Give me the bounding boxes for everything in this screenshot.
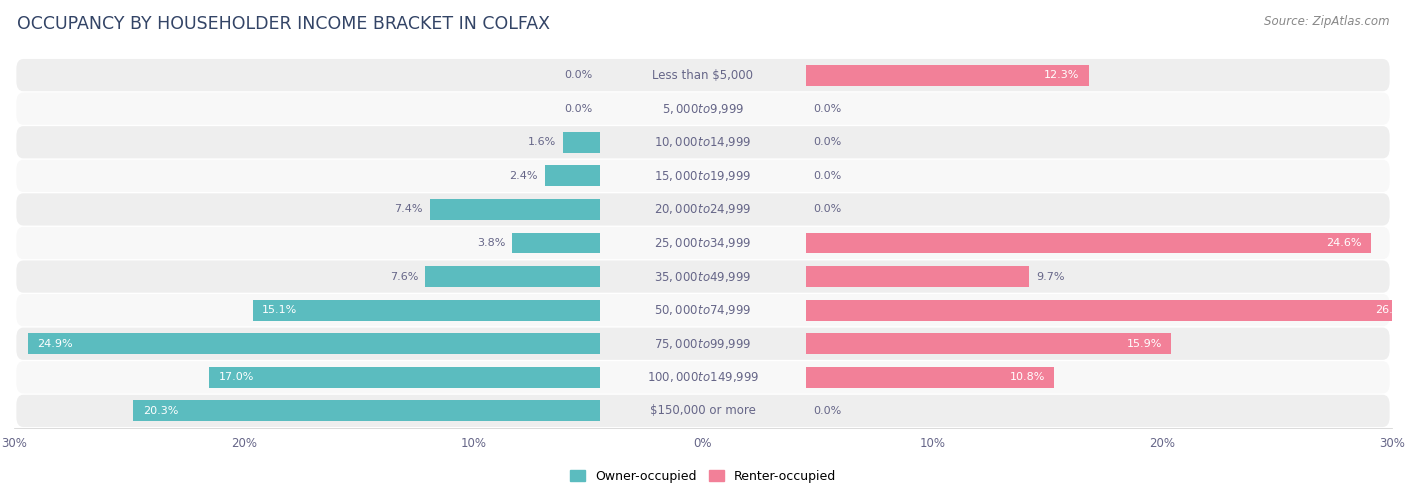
Bar xyxy=(209,367,599,388)
Text: $35,000 to $49,999: $35,000 to $49,999 xyxy=(654,270,752,283)
Text: 0.0%: 0.0% xyxy=(565,70,593,80)
Text: 7.6%: 7.6% xyxy=(389,272,418,281)
Text: 1.6%: 1.6% xyxy=(527,137,555,147)
Text: 9.7%: 9.7% xyxy=(1036,272,1064,281)
Text: 10.8%: 10.8% xyxy=(1010,372,1045,382)
Text: $25,000 to $34,999: $25,000 to $34,999 xyxy=(654,236,752,250)
Bar xyxy=(430,199,599,220)
FancyBboxPatch shape xyxy=(17,328,1389,360)
Text: 7.4%: 7.4% xyxy=(394,205,423,214)
Text: $75,000 to $99,999: $75,000 to $99,999 xyxy=(654,337,752,351)
FancyBboxPatch shape xyxy=(17,126,1389,158)
Text: 2.4%: 2.4% xyxy=(509,171,537,181)
Bar xyxy=(253,300,599,321)
FancyBboxPatch shape xyxy=(17,395,1389,427)
FancyBboxPatch shape xyxy=(17,361,1389,394)
Text: $5,000 to $9,999: $5,000 to $9,999 xyxy=(662,102,744,116)
FancyBboxPatch shape xyxy=(17,260,1389,293)
Bar xyxy=(134,400,599,421)
Text: 0.0%: 0.0% xyxy=(813,137,841,147)
Bar xyxy=(807,333,1171,354)
Bar xyxy=(28,333,599,354)
Legend: Owner-occupied, Renter-occupied: Owner-occupied, Renter-occupied xyxy=(565,465,841,486)
Text: 24.6%: 24.6% xyxy=(1327,238,1362,248)
Text: 24.9%: 24.9% xyxy=(37,339,73,349)
Text: 0.0%: 0.0% xyxy=(813,104,841,114)
Text: OCCUPANCY BY HOUSEHOLDER INCOME BRACKET IN COLFAX: OCCUPANCY BY HOUSEHOLDER INCOME BRACKET … xyxy=(17,15,550,33)
Bar xyxy=(425,266,599,287)
Text: 17.0%: 17.0% xyxy=(218,372,254,382)
FancyBboxPatch shape xyxy=(17,59,1389,91)
FancyBboxPatch shape xyxy=(17,294,1389,326)
Text: 0.0%: 0.0% xyxy=(813,205,841,214)
Text: 20.3%: 20.3% xyxy=(142,406,179,416)
Bar xyxy=(807,266,1029,287)
FancyBboxPatch shape xyxy=(17,92,1389,125)
Text: $100,000 to $149,999: $100,000 to $149,999 xyxy=(647,370,759,384)
Text: $15,000 to $19,999: $15,000 to $19,999 xyxy=(654,169,752,183)
Text: 12.3%: 12.3% xyxy=(1045,70,1080,80)
Text: 26.7%: 26.7% xyxy=(1375,305,1406,315)
Text: 0.0%: 0.0% xyxy=(813,171,841,181)
Text: Source: ZipAtlas.com: Source: ZipAtlas.com xyxy=(1264,15,1389,28)
Text: 0.0%: 0.0% xyxy=(565,104,593,114)
Text: $150,000 or more: $150,000 or more xyxy=(650,404,756,417)
Bar xyxy=(544,165,599,186)
Text: $10,000 to $14,999: $10,000 to $14,999 xyxy=(654,135,752,149)
Bar xyxy=(807,367,1054,388)
FancyBboxPatch shape xyxy=(17,227,1389,259)
Text: Less than $5,000: Less than $5,000 xyxy=(652,69,754,82)
Text: 0.0%: 0.0% xyxy=(813,406,841,416)
FancyBboxPatch shape xyxy=(17,160,1389,192)
Text: 3.8%: 3.8% xyxy=(477,238,506,248)
Text: $50,000 to $74,999: $50,000 to $74,999 xyxy=(654,303,752,317)
Bar xyxy=(562,132,599,153)
Bar xyxy=(807,300,1406,321)
Bar xyxy=(807,65,1088,86)
Text: 15.9%: 15.9% xyxy=(1128,339,1163,349)
Text: 15.1%: 15.1% xyxy=(262,305,297,315)
FancyBboxPatch shape xyxy=(17,193,1389,226)
Bar xyxy=(807,233,1371,253)
Bar xyxy=(512,233,599,253)
Text: $20,000 to $24,999: $20,000 to $24,999 xyxy=(654,203,752,216)
